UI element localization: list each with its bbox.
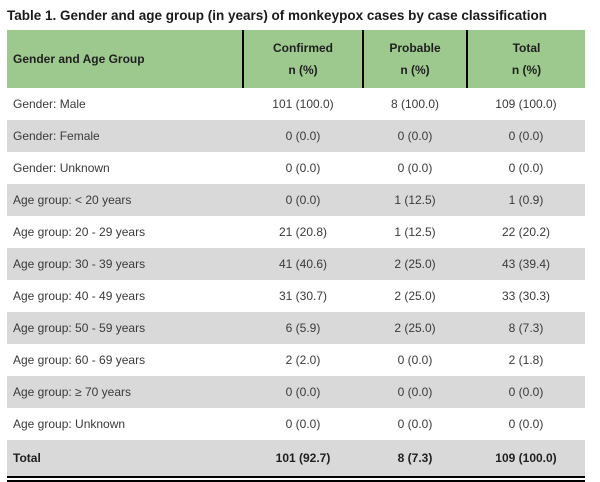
total-value: 0 (0.0) <box>467 120 585 152</box>
total-value: 8 (7.3) <box>467 312 585 344</box>
total-value: 1 (0.9) <box>467 184 585 216</box>
confirmed-value: 6 (5.9) <box>243 312 363 344</box>
row-label: Gender: Female <box>7 120 243 152</box>
total-value: 22 (20.2) <box>467 216 585 248</box>
row-label: Gender: Unknown <box>7 152 243 184</box>
column-header-total-label: Total <box>512 41 541 55</box>
probable-value: 0 (0.0) <box>363 376 467 408</box>
header-row: Gender and Age Group Confirmed n (%) Pro… <box>7 30 585 88</box>
table-header: Gender and Age Group Confirmed n (%) Pro… <box>7 30 585 88</box>
confirmed-value: 101 (100.0) <box>243 88 363 120</box>
table-row: Age group: 30 - 39 years 41 (40.6) 2 (25… <box>7 248 585 280</box>
table-row: Gender: Male 101 (100.0) 8 (100.0) 109 (… <box>7 88 585 120</box>
total-value: 109 (100.0) <box>467 88 585 120</box>
table-row: Age group: < 20 years 0 (0.0) 1 (12.5) 1… <box>7 184 585 216</box>
confirmed-value: 0 (0.0) <box>243 152 363 184</box>
row-label: Age group: 40 - 49 years <box>7 280 243 312</box>
confirmed-value: 0 (0.0) <box>243 408 363 440</box>
table-row: Gender: Unknown 0 (0.0) 0 (0.0) 0 (0.0) <box>7 152 585 184</box>
table-row: Age group: ≥ 70 years 0 (0.0) 0 (0.0) 0 … <box>7 376 585 408</box>
column-header-probable-label: Probable <box>389 41 441 55</box>
column-header-total: Total n (%) <box>466 30 585 88</box>
table-title: Table 1. Gender and age group (in years)… <box>7 8 547 23</box>
column-header-gender-age-group: Gender and Age Group <box>7 30 243 88</box>
confirmed-value: 21 (20.8) <box>243 216 363 248</box>
probable-value: 1 (12.5) <box>363 216 467 248</box>
column-header-probable: Probable n (%) <box>362 30 467 88</box>
table-row: Age group: 40 - 49 years 31 (30.7) 2 (25… <box>7 280 585 312</box>
table-row: Gender: Female 0 (0.0) 0 (0.0) 0 (0.0) <box>7 120 585 152</box>
row-label: Age group: 30 - 39 years <box>7 248 243 280</box>
confirmed-value: 2 (2.0) <box>243 344 363 376</box>
probable-value: 8 (100.0) <box>363 88 467 120</box>
table-bottom-double-rule <box>7 476 585 482</box>
row-label: Age group: ≥ 70 years <box>7 376 243 408</box>
column-header-probable-sub: n (%) <box>400 63 430 77</box>
confirmed-value: 41 (40.6) <box>243 248 363 280</box>
probable-value: 0 (0.0) <box>363 152 467 184</box>
column-header-total-sub: n (%) <box>511 63 542 77</box>
probable-value: 0 (0.0) <box>363 120 467 152</box>
probable-value: 2 (25.0) <box>363 248 467 280</box>
probable-value: 0 (0.0) <box>363 408 467 440</box>
probable-value: 2 (25.0) <box>363 312 467 344</box>
total-value: 0 (0.0) <box>467 152 585 184</box>
row-label: Age group: 20 - 29 years <box>7 216 243 248</box>
confirmed-value: 31 (30.7) <box>243 280 363 312</box>
total-row: Total 101 (92.7) 8 (7.3) 109 (100.0) <box>7 440 585 476</box>
row-label: Age group: 60 - 69 years <box>7 344 243 376</box>
table-row: Age group: 50 - 59 years 6 (5.9) 2 (25.0… <box>7 312 585 344</box>
total-total-value: 109 (100.0) <box>467 440 585 476</box>
row-label: Age group: < 20 years <box>7 184 243 216</box>
probable-value: 1 (12.5) <box>363 184 467 216</box>
total-confirmed-value: 101 (92.7) <box>243 440 363 476</box>
confirmed-value: 0 (0.0) <box>243 184 363 216</box>
probable-value: 0 (0.0) <box>363 344 467 376</box>
total-probable-value: 8 (7.3) <box>363 440 467 476</box>
probable-value: 2 (25.0) <box>363 280 467 312</box>
table-row: Age group: 20 - 29 years 21 (20.8) 1 (12… <box>7 216 585 248</box>
row-label: Gender: Male <box>7 88 243 120</box>
confirmed-value: 0 (0.0) <box>243 120 363 152</box>
total-value: 0 (0.0) <box>467 408 585 440</box>
cases-table: Gender and Age Group Confirmed n (%) Pro… <box>7 30 585 476</box>
total-value: 43 (39.4) <box>467 248 585 280</box>
total-value: 0 (0.0) <box>467 376 585 408</box>
total-row-label: Total <box>7 440 243 476</box>
column-header-confirmed-label: Confirmed <box>273 41 333 55</box>
confirmed-value: 0 (0.0) <box>243 376 363 408</box>
column-header-confirmed: Confirmed n (%) <box>242 30 363 88</box>
column-header-confirmed-sub: n (%) <box>288 63 318 77</box>
table-row: Age group: 60 - 69 years 2 (2.0) 0 (0.0)… <box>7 344 585 376</box>
table-body: Gender: Male 101 (100.0) 8 (100.0) 109 (… <box>7 88 585 476</box>
row-label: Age group: Unknown <box>7 408 243 440</box>
row-label: Age group: 50 - 59 years <box>7 312 243 344</box>
total-value: 33 (30.3) <box>467 280 585 312</box>
total-value: 2 (1.8) <box>467 344 585 376</box>
table-row: Age group: Unknown 0 (0.0) 0 (0.0) 0 (0.… <box>7 408 585 440</box>
